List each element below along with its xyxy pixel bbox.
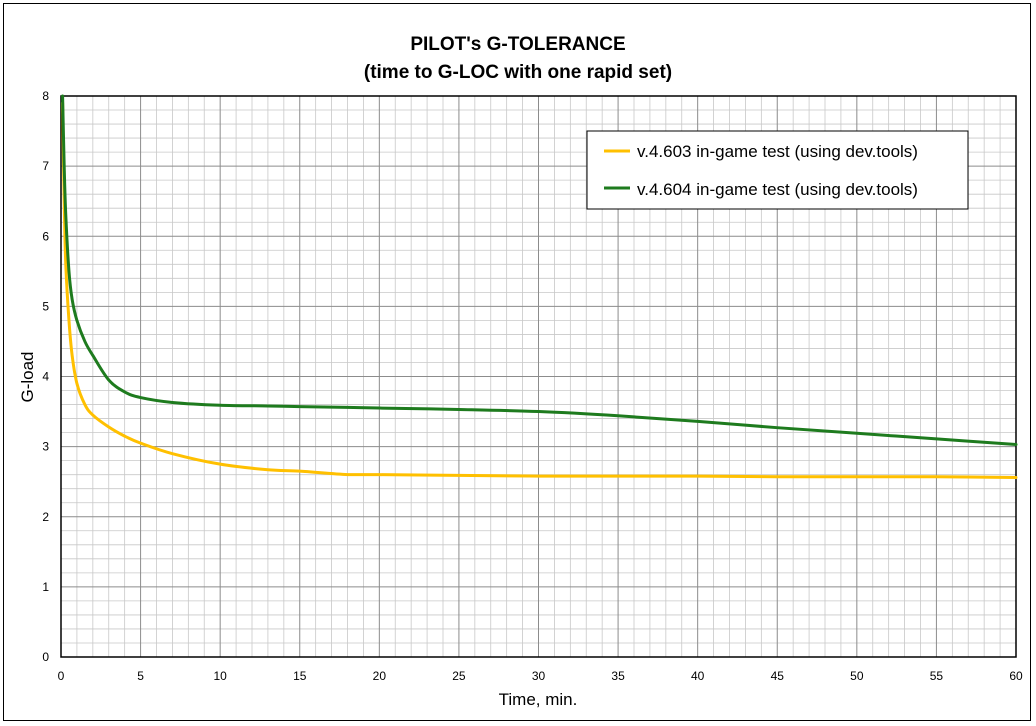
y-tick-label: 3 (42, 440, 49, 454)
x-tick-label: 0 (58, 669, 65, 683)
x-tick-label: 5 (137, 669, 144, 683)
x-tick-label: 30 (532, 669, 546, 683)
y-tick-label: 4 (42, 370, 49, 384)
x-tick-label: 25 (452, 669, 466, 683)
x-tick-label: 15 (293, 669, 307, 683)
series-line-v4603 (61, 101, 1018, 479)
y-axis-title: G-load (18, 351, 37, 402)
y-tick-label: 2 (42, 510, 49, 524)
series-line-v4604 (61, 94, 1018, 447)
plot-border (60, 95, 1017, 658)
y-tick-label: 5 (42, 299, 49, 313)
y-tick-labels: 0 1 2 3 4 5 6 7 8 (42, 89, 49, 664)
chart-subtitle: (time to G-LOC with one rapid set) (364, 62, 672, 83)
x-tick-label: 10 (213, 669, 227, 683)
y-tick-label: 7 (42, 159, 49, 173)
x-tick-label: 35 (611, 669, 625, 683)
legend-label-v4603: v.4.603 in-game test (using dev.tools) (637, 142, 918, 161)
x-tick-label: 50 (850, 669, 864, 683)
series-lines (61, 94, 1018, 479)
legend: v.4.603 in-game test (using dev.tools) v… (586, 130, 969, 210)
x-axis-title: Time, min. (499, 690, 578, 709)
y-tick-label: 6 (42, 229, 49, 243)
x-tick-label: 45 (771, 669, 785, 683)
x-tick-label: 55 (930, 669, 944, 683)
y-tick-label: 1 (42, 580, 49, 594)
y-tick-label: 8 (42, 89, 49, 103)
x-tick-label: 60 (1009, 669, 1023, 683)
legend-box (586, 130, 969, 210)
x-tick-label: 40 (691, 669, 705, 683)
chart-title: PILOT's G-TOLERANCE (410, 34, 625, 55)
legend-label-v4604: v.4.604 in-game test (using dev.tools) (637, 180, 918, 199)
x-tick-label: 20 (373, 669, 387, 683)
y-tick-label: 0 (42, 650, 49, 664)
x-tick-labels: 0 5 10 15 20 25 30 35 40 45 50 55 60 (58, 669, 1023, 683)
